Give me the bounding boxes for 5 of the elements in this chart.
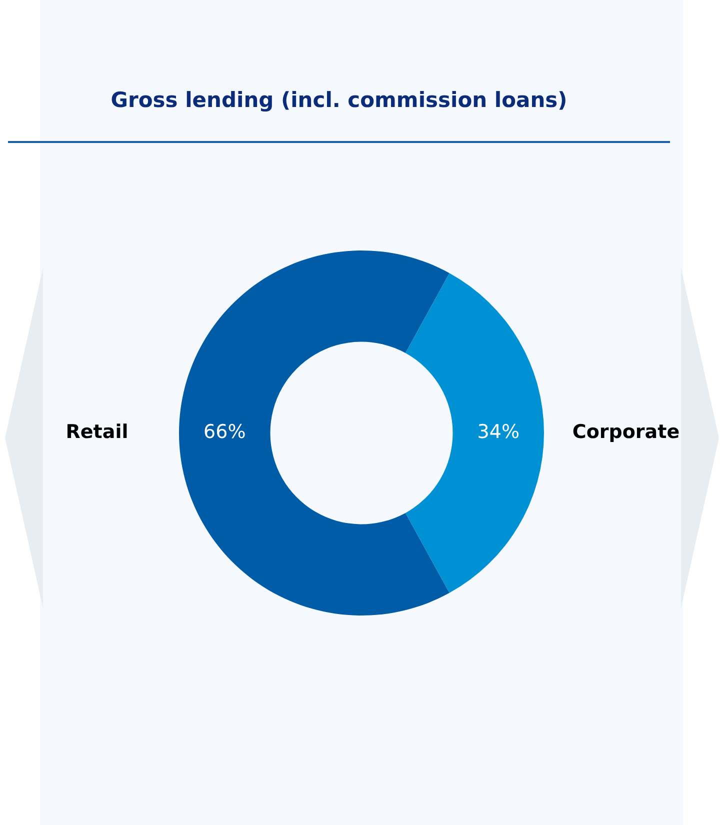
chart-title: Gross lending (incl. commission loans)	[110, 88, 568, 112]
data-label: 66%	[204, 420, 246, 443]
data-label: 34%	[477, 420, 520, 443]
slice-label: Corporate	[572, 420, 680, 443]
slice-label: Retail	[66, 420, 128, 443]
